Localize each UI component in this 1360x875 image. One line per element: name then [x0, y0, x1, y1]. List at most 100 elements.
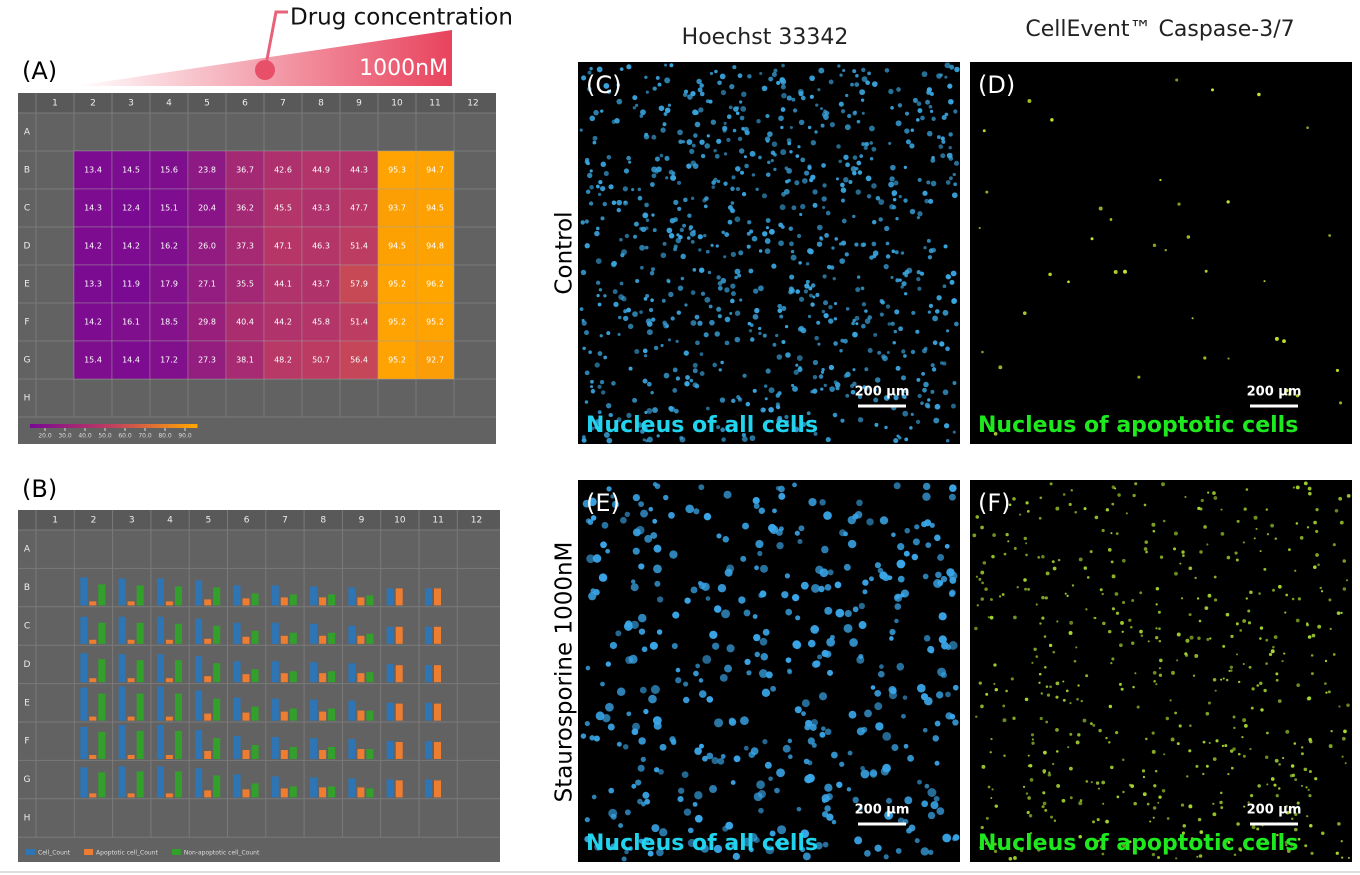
colorbar-segment: [117, 424, 123, 428]
cell-dot: [952, 172, 956, 177]
cell-dot: [998, 595, 1002, 598]
bar: [366, 749, 374, 759]
cell-dot: [945, 274, 952, 280]
cell-dot: [718, 368, 722, 372]
cell-dot: [759, 590, 767, 598]
cell-dot: [1198, 619, 1202, 623]
cell-value: 94.8: [426, 242, 444, 251]
cell-dot: [584, 330, 589, 336]
cell-dot: [1212, 802, 1215, 805]
row-label: G: [24, 356, 31, 366]
cell-dot: [860, 769, 870, 779]
bar: [127, 716, 135, 721]
cell-dot: [674, 408, 679, 414]
cell-dot: [703, 204, 708, 209]
cell-dot: [1346, 493, 1351, 498]
column-label: 12: [467, 99, 478, 109]
cell-dot: [656, 629, 663, 635]
cell-dot: [745, 401, 751, 407]
cell-dot: [635, 278, 640, 283]
cell-dot: [590, 515, 597, 521]
cell-dot: [1027, 99, 1032, 103]
column-label: 10: [394, 516, 406, 526]
cell-dot: [1239, 629, 1242, 632]
column-label: 4: [167, 516, 173, 526]
cell-dot: [991, 788, 994, 791]
cell-dot: [645, 218, 650, 222]
cell-dot: [706, 696, 714, 703]
bar: [310, 777, 318, 798]
cell-dot: [671, 171, 676, 176]
bar: [98, 732, 106, 759]
cell-dot: [940, 575, 948, 583]
cell-dot: [657, 596, 664, 603]
cell-dot: [830, 751, 838, 759]
cell-dot: [942, 361, 947, 366]
row-label: A: [24, 128, 31, 138]
cell-dot: [1108, 741, 1111, 744]
cell-dot: [994, 687, 999, 692]
cell-dot: [735, 187, 740, 192]
cell-dot: [1155, 848, 1158, 851]
cell-dot: [1153, 680, 1156, 683]
cell-dot: [1131, 599, 1135, 602]
cell-dot: [1113, 269, 1118, 274]
cell-dot: [891, 532, 896, 538]
cell-dot: [729, 83, 735, 90]
cell-dot: [1082, 718, 1087, 723]
cell-dot: [1094, 616, 1097, 620]
bar: [310, 699, 318, 721]
cell-dot: [1070, 489, 1073, 492]
cell-dot: [1121, 558, 1126, 563]
bar: [204, 599, 212, 606]
cell-dot: [833, 380, 838, 385]
cell-dot: [740, 170, 745, 175]
cell-dot: [820, 123, 825, 128]
cell-dot: [623, 168, 630, 174]
cell-dot: [1055, 681, 1060, 686]
cell-dot: [874, 562, 881, 569]
cell-dot: [808, 497, 817, 507]
cell-dot: [1069, 766, 1073, 771]
bar: [271, 698, 279, 721]
cell-dot: [744, 658, 751, 666]
bar: [89, 678, 97, 683]
cell-dot: [1154, 769, 1158, 773]
cell-dot: [778, 240, 784, 247]
cell-dot: [677, 796, 684, 803]
cell-dot: [814, 130, 818, 134]
cell-dot: [676, 310, 681, 315]
cell-dot: [684, 381, 690, 387]
bar: [213, 738, 221, 759]
bar: [328, 747, 336, 759]
cell-dot: [644, 410, 648, 415]
cell-dot: [780, 107, 786, 112]
cell-dot: [1273, 783, 1277, 787]
cell-dot: [1140, 634, 1144, 638]
cell-value: 16.2: [160, 242, 178, 251]
cell-dot: [1293, 742, 1297, 745]
cell-dot: [877, 567, 884, 574]
cell-dot: [602, 201, 607, 207]
cell-dot: [1076, 697, 1079, 701]
cell-dot: [1188, 804, 1193, 809]
cell-dot: [829, 121, 836, 128]
cell-value: 15.6: [160, 166, 178, 175]
cell-dot: [1098, 206, 1103, 211]
cell-dot: [1199, 550, 1203, 554]
cell-dot: [1027, 796, 1031, 800]
cell-dot: [743, 609, 751, 617]
cell-dot: [756, 118, 761, 124]
heat-cell: [415, 150, 455, 190]
cell-value: 36.7: [236, 166, 254, 175]
colorbar-label: 30.0: [58, 433, 72, 440]
cell-dot: [854, 836, 863, 845]
cell-dot: [1158, 673, 1163, 677]
cell-dot: [748, 847, 754, 853]
cell-dot: [1266, 533, 1270, 536]
cell-dot: [765, 218, 771, 223]
cell-dot: [693, 133, 698, 138]
cell-dot: [672, 388, 678, 393]
column-label: 11: [429, 99, 440, 109]
colorbar-segment: [88, 424, 94, 428]
